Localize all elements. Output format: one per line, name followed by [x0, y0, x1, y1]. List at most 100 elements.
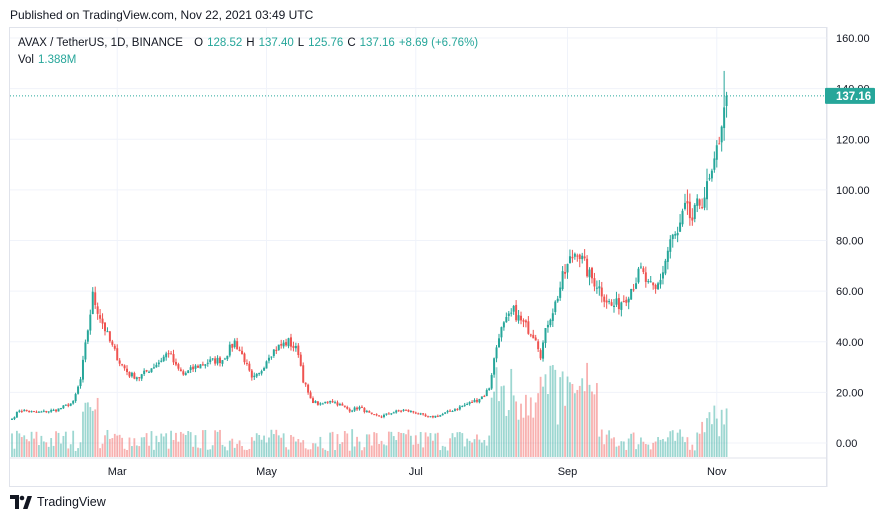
- volume-bar: [13, 448, 16, 457]
- candle-body: [571, 256, 574, 259]
- candle-body: [661, 272, 664, 279]
- volume-bar: [214, 430, 217, 457]
- volume-bar: [517, 419, 520, 457]
- volume-bar: [510, 368, 513, 457]
- volume-bar: [55, 431, 57, 457]
- volume-bar: [434, 433, 437, 457]
- volume-bar: [270, 429, 273, 457]
- volume-bar: [525, 394, 527, 457]
- candle-body: [524, 320, 527, 323]
- volume-bar: [69, 444, 72, 457]
- volume-bar: [179, 431, 182, 457]
- volume-bar: [454, 437, 456, 457]
- candle-body: [617, 298, 620, 310]
- volume-bar: [82, 411, 84, 457]
- volume-bar: [485, 445, 488, 457]
- candle-body: [595, 287, 598, 289]
- candle-body: [343, 405, 346, 407]
- volume-bar: [106, 429, 109, 457]
- volume-bar: [321, 448, 324, 457]
- candle-body: [439, 415, 442, 417]
- candle-body: [321, 403, 324, 405]
- volume-bar: [461, 433, 464, 457]
- volume-bar: [148, 445, 150, 457]
- candle-body: [573, 253, 576, 257]
- tradingview-footer[interactable]: TradingView: [10, 495, 106, 509]
- volume-bar: [314, 443, 317, 457]
- volume-bar: [718, 436, 721, 457]
- candle-body: [718, 143, 721, 145]
- volume-bar: [334, 450, 336, 457]
- volume-bar: [688, 449, 691, 457]
- candle-body: [500, 327, 503, 338]
- volume-bar: [341, 442, 344, 457]
- volume-bar: [233, 447, 236, 457]
- candle-body: [135, 377, 138, 380]
- volume-bar: [299, 442, 302, 457]
- volume-bar: [473, 439, 476, 457]
- candle-body: [172, 354, 175, 363]
- candle-body: [55, 409, 58, 412]
- candle-body: [287, 338, 290, 347]
- candle-body: [539, 350, 542, 359]
- volume-bar: [657, 437, 659, 457]
- volume-bar: [507, 410, 510, 457]
- candle-body: [155, 364, 158, 368]
- candle-body: [140, 374, 143, 379]
- volume-bar: [527, 415, 530, 457]
- volume-bar: [260, 439, 263, 457]
- volume-bar: [544, 374, 547, 457]
- candle-body: [505, 316, 508, 323]
- volume-bar: [640, 437, 642, 457]
- candle-body: [419, 413, 422, 415]
- volume-bar: [422, 447, 425, 457]
- low-label: L: [297, 37, 305, 49]
- volume-bar: [153, 449, 155, 457]
- candle-body: [314, 401, 317, 403]
- symbol-label[interactable]: AVAX / TetherUS, 1D, BINANCE: [18, 37, 183, 49]
- candle-body: [392, 412, 395, 414]
- volume-bar: [201, 430, 204, 457]
- candle-body: [590, 267, 593, 279]
- candle-body: [652, 282, 655, 286]
- volume-bar: [246, 450, 248, 457]
- candle-body: [226, 355, 229, 360]
- high-value: 137.40: [258, 37, 294, 49]
- volume-bar: [209, 449, 212, 457]
- candle-body: [179, 369, 182, 372]
- candle-body: [307, 384, 310, 393]
- candle-body: [121, 364, 124, 366]
- volume-bar: [353, 446, 356, 457]
- candle-body: [529, 334, 532, 336]
- candle-body: [600, 287, 603, 297]
- volume-bar: [547, 394, 549, 457]
- x-tick-label: Mar: [108, 466, 127, 478]
- candle-body: [451, 411, 454, 413]
- volume-bar: [456, 432, 459, 457]
- volume-bar: [74, 450, 77, 457]
- candle-body: [331, 401, 334, 403]
- candle-body: [91, 291, 94, 315]
- volume-bar: [395, 440, 398, 457]
- candle-body: [605, 300, 608, 303]
- candle-body: [236, 341, 239, 350]
- candle-body: [363, 407, 366, 412]
- volume-bar: [610, 438, 613, 457]
- volume-bar: [476, 434, 478, 457]
- candle-body: [637, 268, 640, 283]
- volume-bar: [698, 433, 701, 457]
- volume-bar: [554, 369, 557, 457]
- volume-bar: [556, 424, 559, 457]
- low-value: 125.76: [308, 37, 344, 49]
- candle-body: [302, 365, 305, 383]
- candle-body: [199, 364, 202, 369]
- volume-bar: [211, 445, 214, 457]
- volume-bar: [522, 417, 525, 457]
- candle-body: [101, 318, 104, 324]
- volume-bar: [392, 436, 395, 457]
- volume-bar: [711, 424, 713, 457]
- candle-body: [108, 331, 111, 342]
- volume-bar: [290, 435, 292, 457]
- volume-bar: [720, 409, 723, 457]
